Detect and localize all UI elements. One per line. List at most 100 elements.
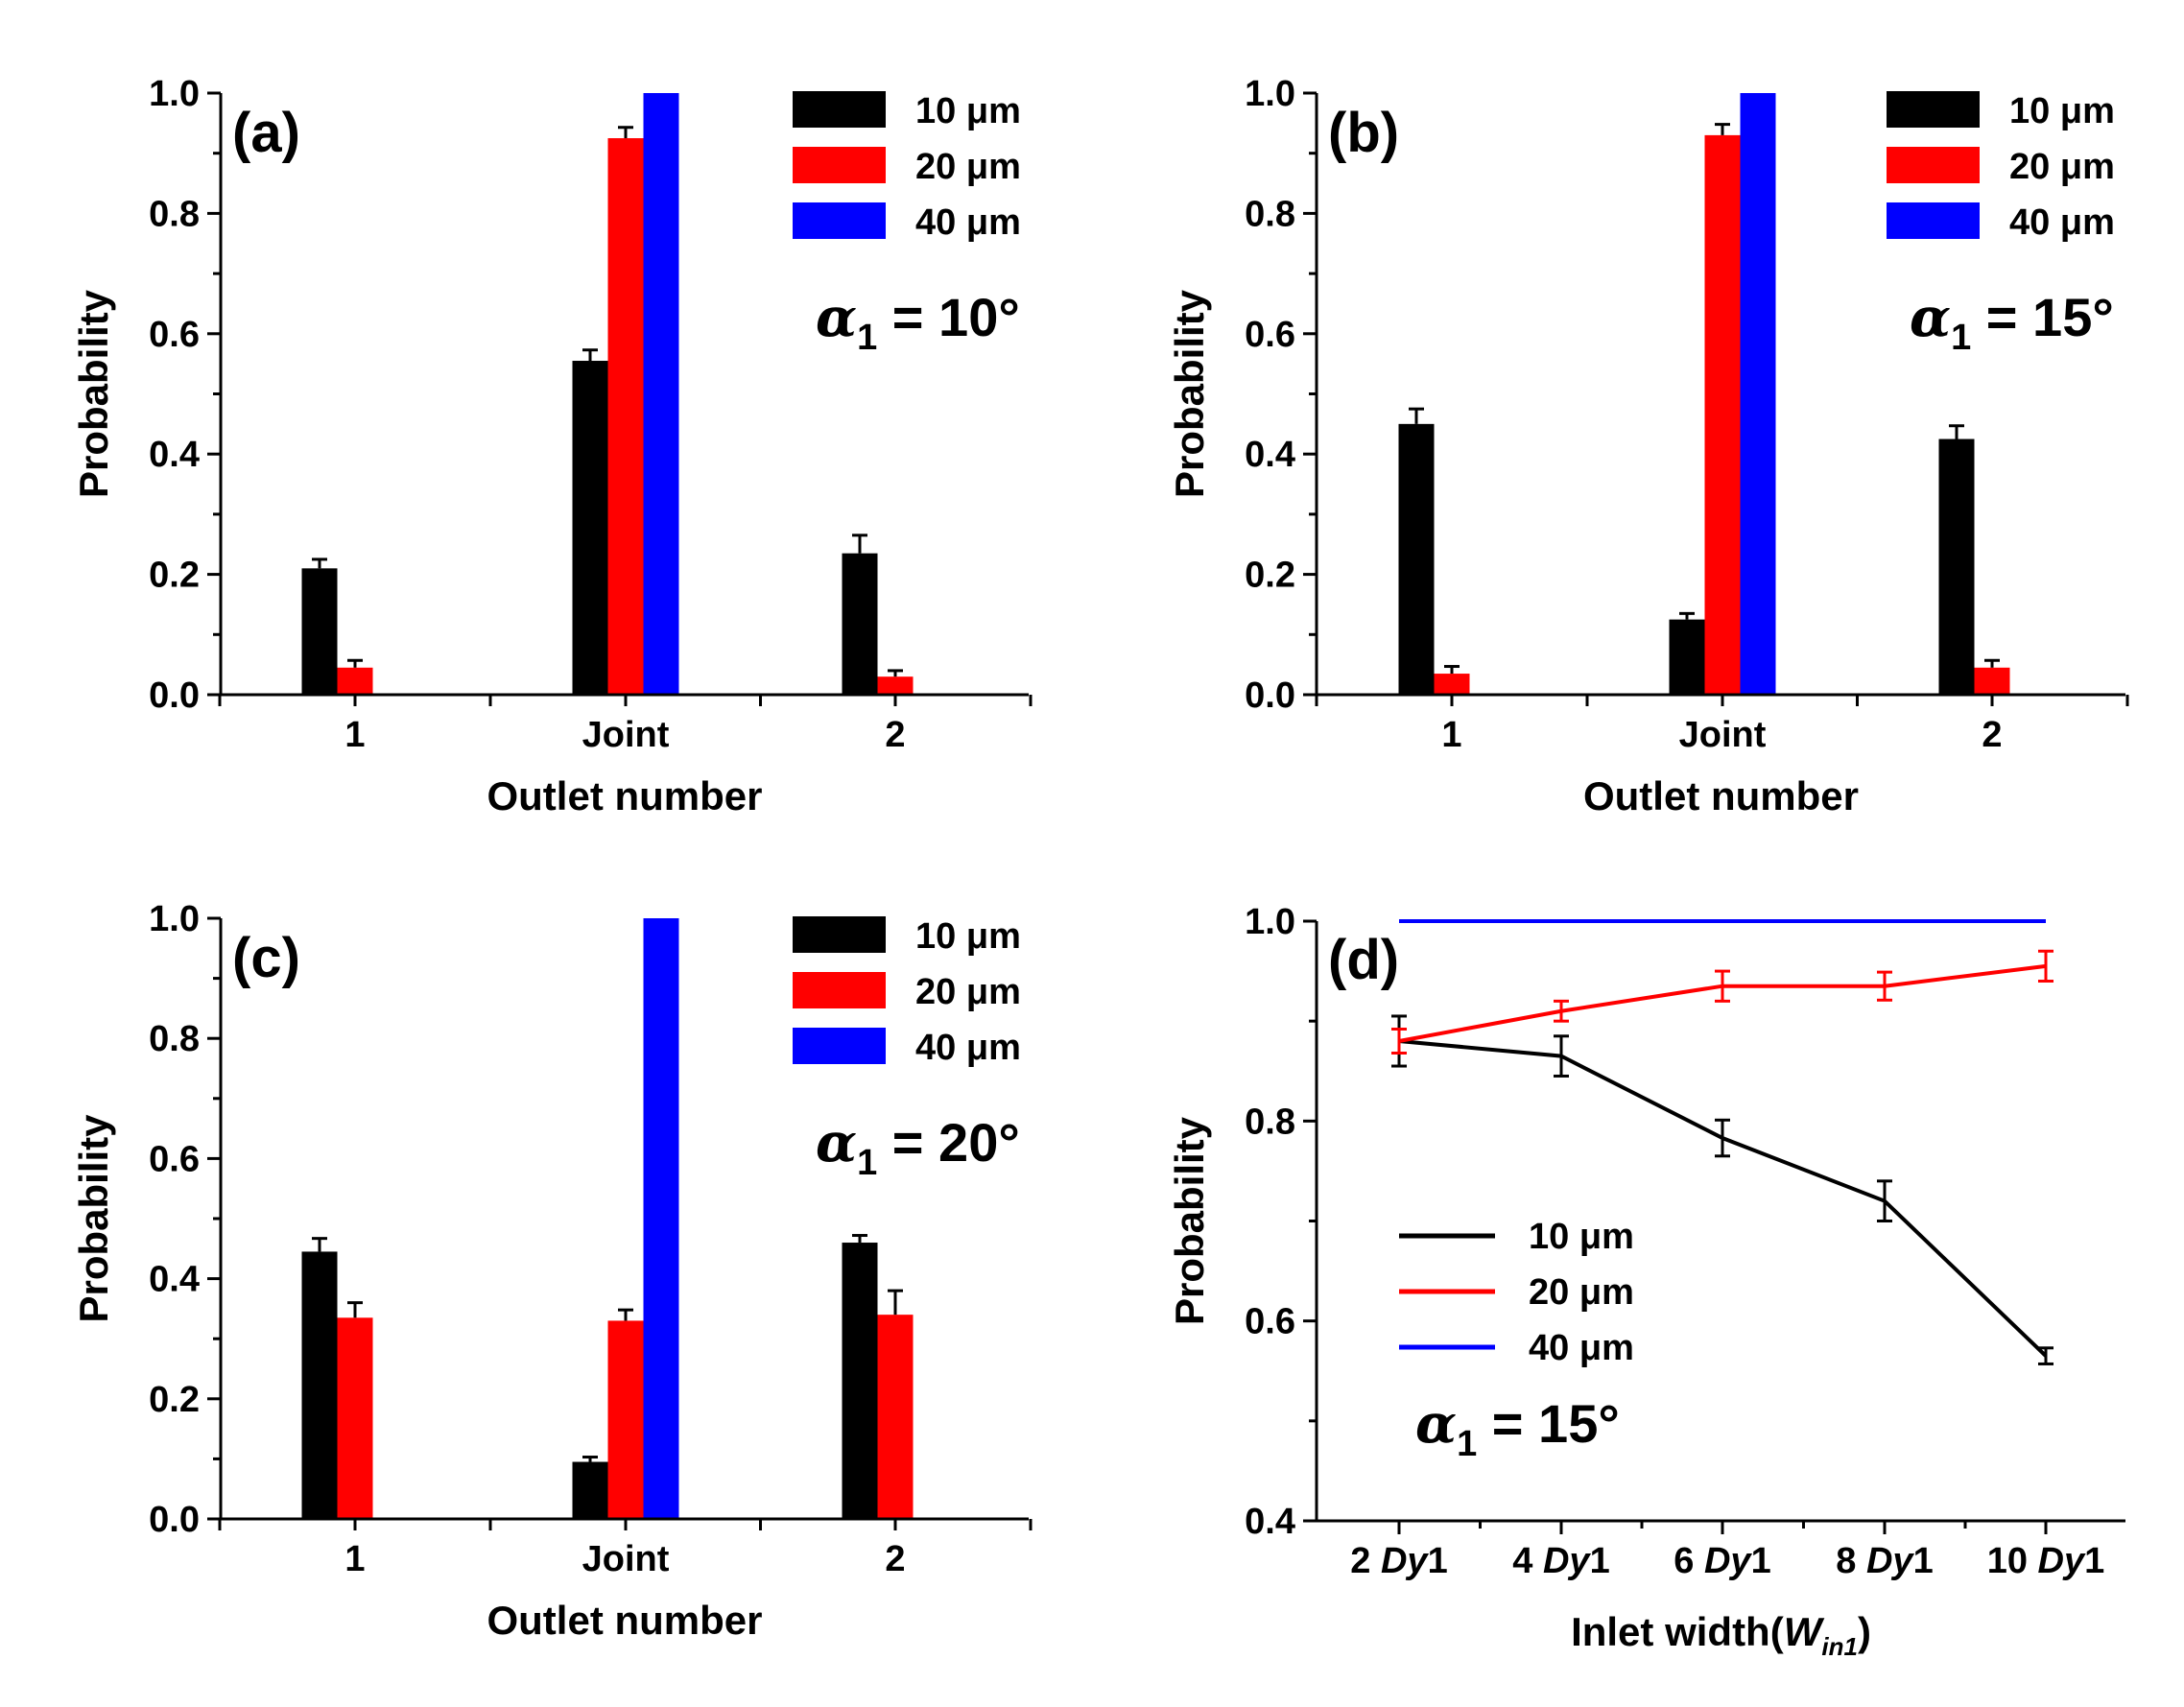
legend-label: 40 μm xyxy=(915,1028,1021,1068)
panel-label: (a) xyxy=(232,102,300,164)
x-tick-label: Joint xyxy=(582,715,670,755)
y-tick-label: 0.6 xyxy=(149,315,200,355)
legend-label: 10 μm xyxy=(915,91,1021,131)
x-axis-title: Outlet number xyxy=(1583,773,1859,818)
angle-annotation: α1 = 15° xyxy=(1910,286,2114,358)
angle-annotation: α1 = 15° xyxy=(1415,1392,1620,1464)
y-axis-title: Probability xyxy=(1167,289,1212,498)
y-tick-label: 0.0 xyxy=(149,1500,200,1540)
legend-swatch xyxy=(1887,202,1980,239)
legend-label: 10 μm xyxy=(915,916,1021,957)
panel-label: (d) xyxy=(1328,929,1399,991)
bar-20um-1 xyxy=(337,1317,373,1519)
legend-label: 20 μm xyxy=(1529,1272,1634,1313)
x-tick-label: 2 xyxy=(885,1539,905,1579)
y-tick-label: 0.0 xyxy=(149,676,200,716)
y-tick-label: 0.0 xyxy=(1245,676,1295,716)
bar-20um-joint xyxy=(607,1320,644,1519)
y-tick-label: 0.8 xyxy=(1245,1102,1295,1142)
bar-10um-1 xyxy=(1398,423,1435,695)
panel-a: 0.0 0.2 0.4 0.6 0.8 1.0 1 Joint 2 Outlet number Pr… xyxy=(71,74,1033,818)
y-tick-label: 0.4 xyxy=(149,1260,200,1300)
bar-20um-1 xyxy=(337,667,373,695)
bar-20um-joint xyxy=(607,138,644,695)
legend-label: 40 μm xyxy=(2009,202,2115,243)
legend: 10 μm 20 μm 40 μm xyxy=(1399,1217,1634,1368)
legend-swatch xyxy=(793,202,886,239)
legend-label: 40 μm xyxy=(1529,1328,1634,1368)
series-line-10um xyxy=(1398,1039,2048,1358)
y-axis-title: Probability xyxy=(71,1114,116,1323)
panel-c: 0.0 0.2 0.4 0.6 0.8 1.0 1 Joint 2 Outlet number Pr… xyxy=(71,899,1033,1643)
x-tick-label: 1 xyxy=(344,715,365,755)
legend-swatch xyxy=(793,1028,886,1064)
x-axis-title: Outlet number xyxy=(487,1598,762,1643)
y-tick-label: 1.0 xyxy=(1245,74,1295,114)
bar-10um-joint xyxy=(572,361,608,695)
bar-10um-joint xyxy=(1669,619,1705,695)
x-tick-label: Joint xyxy=(1679,715,1767,755)
x-tick-label: 6 Dy1 xyxy=(1674,1541,1770,1581)
x-tick-label: 2 xyxy=(1982,715,2002,755)
legend-label: 20 μm xyxy=(2009,147,2115,187)
bar-10um-joint xyxy=(572,1461,608,1519)
bar-40um-joint xyxy=(643,918,679,1519)
bar-10um-2 xyxy=(842,1243,878,1519)
y-tick-label: 0.2 xyxy=(1245,556,1295,596)
x-tick-label: 10 Dy1 xyxy=(1987,1541,2105,1581)
bar-10um-1 xyxy=(301,1251,338,1519)
x-axis-title: Inlet width(Win1) xyxy=(1571,1609,1871,1661)
legend-swatch xyxy=(793,916,886,953)
y-tick-label: 0.8 xyxy=(149,194,200,234)
angle-annotation: α1 = 10° xyxy=(816,286,1020,358)
y-tick-label: 0.2 xyxy=(149,556,200,596)
bar-20um-joint xyxy=(1704,134,1741,695)
legend-swatch xyxy=(793,91,886,128)
x-tick-label: 2 Dy1 xyxy=(1350,1541,1447,1581)
y-tick-label: 0.4 xyxy=(1245,435,1295,475)
legend: 10 μm 20 μm 40 μm xyxy=(793,91,1021,243)
panel-label: (b) xyxy=(1328,102,1399,164)
y-tick-label: 1.0 xyxy=(149,74,200,114)
y-tick-label: 0.6 xyxy=(149,1139,200,1179)
legend-swatch xyxy=(1887,147,1980,183)
legend-swatch xyxy=(793,972,886,1008)
y-tick-label: 0.6 xyxy=(1245,315,1295,355)
legend-label: 20 μm xyxy=(915,147,1021,187)
bar-10um-1 xyxy=(301,568,338,695)
legend-label: 10 μm xyxy=(2009,91,2115,131)
x-tick-label: 2 xyxy=(885,715,905,755)
y-tick-label: 1.0 xyxy=(1245,902,1295,942)
legend-label: 10 μm xyxy=(1529,1217,1634,1257)
y-tick-label: 0.4 xyxy=(1245,1502,1295,1542)
panel-b: 0.0 0.2 0.4 0.6 0.8 1.0 1 Joint 2 Outlet number Pr… xyxy=(1167,74,2129,818)
legend: 10 μm 20 μm 40 μm xyxy=(1887,91,2115,243)
panel-d: 0.4 0.6 0.8 1.0 2 Dy1 4 Dy1 6 Dy1 8 Dy1 10 Dy1 In… xyxy=(1167,902,2125,1661)
bar-20um-2 xyxy=(1974,667,2010,695)
y-axis-title: Probability xyxy=(71,289,116,498)
x-axis-title: Outlet number xyxy=(487,773,762,818)
y-tick-label: 0.8 xyxy=(1245,194,1295,234)
y-tick-label: 0.6 xyxy=(1245,1302,1295,1342)
x-tick-label: Joint xyxy=(582,1539,670,1579)
bar-20um-1 xyxy=(1434,674,1470,695)
panel-label: (c) xyxy=(232,927,300,989)
y-tick-label: 1.0 xyxy=(149,899,200,939)
y-axis-title: Probability xyxy=(1167,1116,1212,1325)
bar-10um-2 xyxy=(842,553,878,695)
angle-annotation: α1 = 20° xyxy=(816,1111,1020,1183)
x-tick-label: 8 Dy1 xyxy=(1836,1541,1933,1581)
y-tick-label: 0.8 xyxy=(149,1019,200,1059)
legend-swatch xyxy=(1887,91,1980,128)
legend: 10 μm 20 μm 40 μm xyxy=(793,916,1021,1068)
bar-10um-2 xyxy=(1938,439,1975,695)
bar-20um-2 xyxy=(877,676,914,695)
x-tick-label: 1 xyxy=(1441,715,1461,755)
bar-20um-2 xyxy=(877,1315,914,1519)
y-tick-label: 0.2 xyxy=(149,1380,200,1420)
legend-swatch xyxy=(793,147,886,183)
y-tick-label: 0.4 xyxy=(149,435,200,475)
legend-label: 20 μm xyxy=(915,972,1021,1012)
bar-40um-joint xyxy=(1740,93,1776,695)
